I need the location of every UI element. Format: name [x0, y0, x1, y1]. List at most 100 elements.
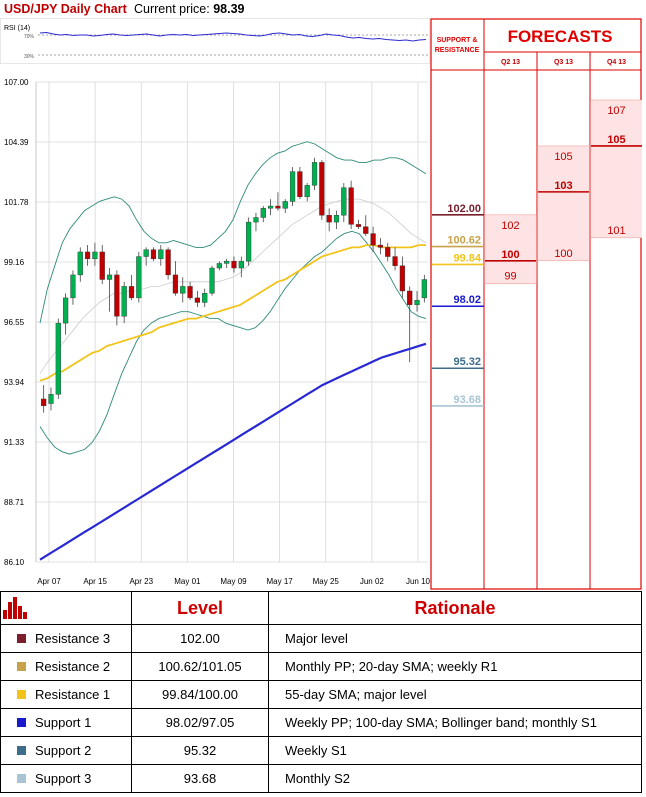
candle-body: [202, 293, 208, 303]
sma100-line: [39, 342, 427, 561]
sma55-line: [39, 244, 426, 382]
candle-body: [385, 247, 391, 257]
y-tick-label: 107.00: [4, 78, 29, 87]
candle-body: [172, 274, 179, 294]
x-tick-label: Apr 23: [129, 577, 153, 586]
chart-title: USD/JPY Daily Chart: [4, 2, 127, 16]
candle-body: [143, 249, 149, 257]
candle-body: [136, 256, 142, 299]
row-level: 99.84/100.00: [131, 680, 269, 709]
forecast-high: 102: [501, 220, 519, 232]
row-name: Resistance 1: [35, 687, 111, 702]
candle-body: [341, 187, 347, 216]
table-header-level: Level: [131, 591, 269, 625]
level-color-swatch: [17, 662, 26, 672]
forecast-panel: Q2 13 102 99 100 Q3 13 105 100 103 Q4 13 107 101 10…: [430, 18, 642, 590]
forecast-target: 100: [501, 249, 519, 261]
row-level: 93.68: [131, 764, 269, 793]
row-level: 95.32: [131, 736, 269, 765]
candle-body: [268, 205, 274, 209]
candle-body: [77, 251, 83, 276]
candle-body: [326, 215, 332, 223]
forecast-high: 105: [554, 151, 572, 163]
sr-label-line2: RESISTANCE: [435, 47, 480, 54]
table-row: Resistance 3 102.00 Major level: [0, 624, 642, 653]
row-name-cell: Support 1: [0, 708, 132, 737]
candle-body: [260, 208, 266, 218]
row-name: Resistance 3: [35, 631, 111, 646]
candle-body: [216, 263, 222, 269]
y-tick-label: 104.39: [4, 138, 29, 147]
candle-body: [355, 224, 362, 227]
table-header-rationale: Rationale: [268, 591, 642, 625]
price-chart: 107.00 104.39 101.78 99.16 96.55 93.94 91.33 88…: [0, 70, 430, 590]
candle-body: [238, 260, 244, 269]
levels-table: Level Rationale Resistance 3 102.00 Major …: [0, 591, 642, 793]
forecast-target: 105: [607, 134, 625, 146]
x-tick-label: May 17: [267, 577, 294, 586]
quarter-label: Q2 13: [501, 59, 520, 66]
row-name: Support 1: [35, 715, 92, 730]
candle-body: [150, 249, 157, 260]
row-name-cell: Resistance 1: [0, 680, 132, 709]
sr-level-label: 100.62: [447, 235, 481, 247]
forecasts-title: FORECASTS: [508, 27, 613, 46]
bollinger-mid-line: [39, 198, 427, 374]
chart-plot-area: [0, 70, 430, 590]
table-header-icon-cell: [0, 591, 132, 625]
row-name-cell: Support 3: [0, 764, 132, 793]
sr-level-label: 95.32: [453, 356, 481, 368]
row-rationale: Major level: [268, 624, 642, 653]
sr-level-label: 98.02: [453, 294, 481, 306]
forecast-low: 100: [554, 248, 572, 260]
rsi-label: RSI (14): [4, 25, 30, 32]
bollinger-upper-line: [39, 141, 427, 324]
x-tick-label: May 01: [174, 577, 201, 586]
candle-body: [377, 244, 384, 248]
row-level: 98.02/97.05: [131, 708, 269, 737]
rsi-lower-label: 30%: [24, 54, 35, 60]
candle-body: [209, 267, 215, 294]
y-tick-label: 91.33: [4, 438, 25, 447]
candle-body: [106, 274, 113, 280]
candle-body: [370, 233, 376, 246]
candle-body: [363, 226, 369, 234]
y-tick-label: 99.16: [4, 258, 25, 267]
candle-body: [41, 398, 47, 407]
candle-body: [84, 251, 91, 260]
x-tick-label: Jun 02: [360, 577, 385, 586]
candle-body: [348, 187, 354, 225]
candle-body: [63, 297, 69, 324]
forecast-high: 107: [607, 105, 625, 117]
level-color-swatch: [17, 718, 26, 728]
forecast-low: 101: [607, 225, 625, 237]
candle-body: [392, 256, 398, 266]
sr-level-label: 99.84: [453, 252, 481, 264]
table-header-row: Level Rationale: [0, 591, 642, 625]
candle-body: [289, 171, 296, 202]
candle-body: [253, 217, 259, 223]
candle-body: [224, 260, 230, 264]
candle-body: [399, 265, 405, 292]
sr-level-label: 93.68: [453, 394, 481, 406]
y-tick-label: 86.10: [4, 558, 25, 567]
bar-chart-icon: [1, 597, 27, 620]
sr-level-label: 102.00: [447, 203, 481, 215]
forecast-low: 99: [504, 271, 516, 283]
sr-label-line1: SUPPORT &: [437, 37, 478, 44]
rsi-panel: RSI (14) 70% 30%: [0, 18, 430, 64]
forecast-range: [590, 99, 642, 239]
table-row: Resistance 1 99.84/100.00 55-day SMA; majo…: [0, 680, 642, 709]
level-color-swatch: [17, 690, 26, 700]
candle-body: [421, 279, 427, 299]
current-price-label: Current price:: [134, 2, 210, 16]
x-tick-label: Apr 15: [83, 577, 107, 586]
table-row: Resistance 2 100.62/101.05 Monthly PP; 20-…: [0, 652, 642, 681]
row-name: Support 3: [35, 771, 92, 786]
candle-body: [128, 286, 135, 299]
candle-body: [99, 251, 105, 280]
current-price-value: 98.39: [213, 2, 245, 16]
candle-body: [158, 249, 164, 260]
y-tick-label: 101.78: [4, 198, 29, 207]
x-tick-label: Apr 07: [37, 577, 61, 586]
